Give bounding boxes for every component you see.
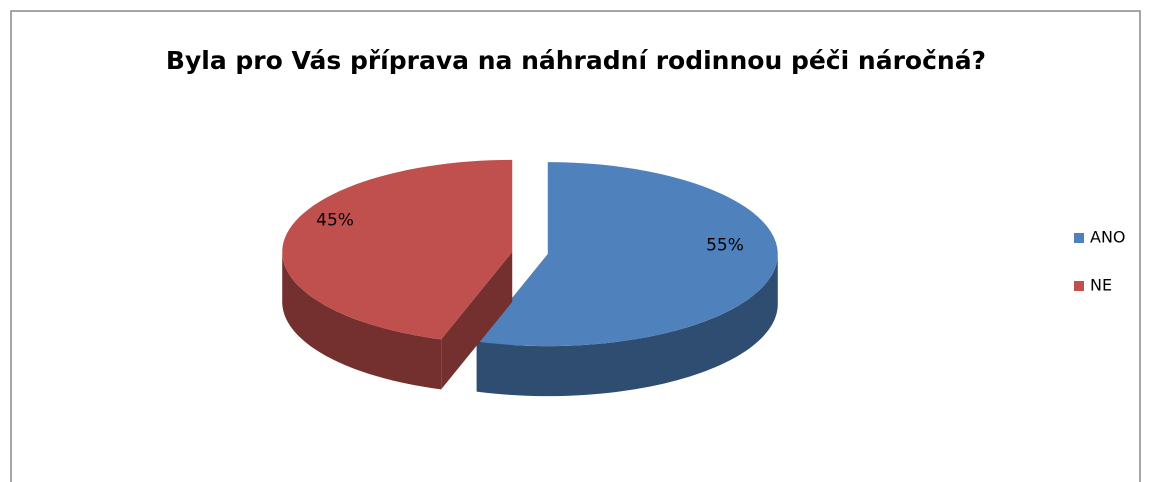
slice-side: [282, 251, 442, 390]
data-label: 55%: [706, 235, 744, 255]
legend-label: ANO: [1090, 228, 1126, 247]
slice-side: [476, 254, 778, 397]
chart-title: Byla pro Vás příprava na náhradní rodinn…: [166, 46, 986, 75]
legend-label: NE: [1090, 276, 1112, 295]
data-label: 45%: [316, 211, 354, 231]
slice-side: [441, 251, 513, 390]
legend-swatch: [1074, 233, 1084, 243]
slice: [476, 162, 778, 347]
slice: [282, 159, 513, 340]
legend-swatch: [1074, 281, 1084, 291]
